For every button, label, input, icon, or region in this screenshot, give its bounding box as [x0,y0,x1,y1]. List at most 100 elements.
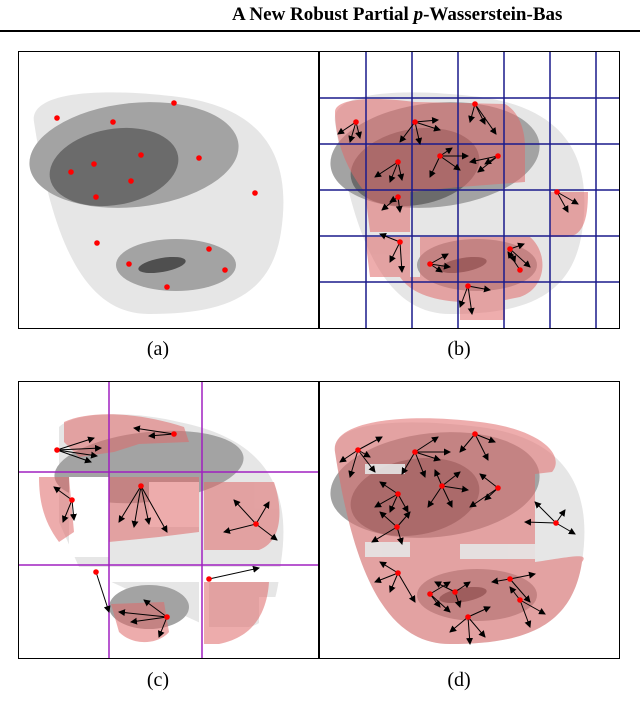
transport-arrow [458,285,469,308]
transport-arrow [509,578,531,603]
occluded-blocks [365,464,550,559]
transport-arrow [339,449,359,463]
transport-arrow [429,155,441,178]
panel-d [319,381,620,659]
transport-arrow [519,599,546,615]
sample-point [395,159,401,165]
transport-arrow [414,121,441,132]
transport-arrow [524,518,557,526]
transport-arrow [441,485,453,508]
transport-arrow [379,481,399,495]
sample-point [517,597,523,603]
transport-arrow [118,609,168,618]
sample-point [465,283,471,289]
sample-point [517,267,523,273]
sample-point [507,576,513,582]
transport-overlay [39,414,280,644]
transport-arrow [477,155,499,173]
transport-arrow [414,451,441,462]
transport-arrow [348,449,359,478]
transport-arrow [389,241,401,263]
sample-point [495,153,501,159]
sample-point [206,576,212,582]
transport-arrow [509,571,536,580]
transport-arrow [223,523,257,534]
transport-arrow [255,523,278,541]
transport-arrow [519,599,532,628]
transport-arrow [131,485,142,528]
transport-arrow [157,616,168,638]
transport-arrow [414,121,423,145]
transport-arrow [130,616,168,625]
sample-points [353,101,560,289]
transport-arrow [534,501,557,524]
transport-arrows [53,425,278,638]
transport-arrow [140,485,152,525]
transport-arrow [374,161,399,178]
transport-arrow [399,121,416,143]
caption-d: (d) [447,669,471,691]
sample-point [437,153,443,159]
transport-arrow [474,103,497,135]
running-head-p: p [413,4,424,25]
transport-arrow [398,241,406,273]
transport-arrow [414,436,439,453]
transport-arrow [474,433,496,444]
transport-arrow [143,599,168,618]
sample-point [252,190,258,196]
panel-a [18,51,319,329]
sample-point [164,614,170,620]
transport-arrow [467,285,491,293]
sample-point [68,169,74,175]
transport-arrow [379,232,401,243]
sample-point [138,483,144,489]
sample-point [395,194,401,200]
sample-point [54,447,60,453]
transport-arrow [469,155,499,165]
transport-arrow [374,493,399,508]
transport-arrow [208,565,260,580]
transport-arrow [397,161,405,181]
sample-points [54,100,258,290]
sample-point [395,570,401,576]
sample-point [465,614,471,620]
transport-arrow [474,103,486,125]
transport-arrow [414,117,439,125]
transport-arrow [337,121,357,135]
sample-point [94,240,100,246]
transport-arrow [389,572,399,593]
transport-arrow [233,499,257,525]
sample-point [206,246,212,252]
transport-arrow [467,616,486,638]
transport-arrow [62,499,73,523]
sample-point [355,447,361,453]
transport-arrow [374,572,399,584]
sample-point [69,497,75,503]
sample-point [128,178,134,184]
transport-arrow [491,577,511,585]
transport-arrow [348,121,357,143]
sample-point [164,284,170,290]
transport-arrow [371,526,398,543]
transport-arrow [396,526,404,545]
sample-point [138,152,144,158]
sample-point [93,194,99,200]
transport-arrow [397,572,416,603]
grid-lines [19,382,318,658]
transport-arrow [379,561,399,574]
panel-a-figure [29,92,284,314]
transport-arrow [401,451,416,475]
sample-points [54,431,259,620]
transport-arrow [459,433,476,453]
sample-point [93,569,99,575]
header-rule [0,30,640,32]
transport-arrow [439,155,461,171]
sample-point [395,491,401,497]
grid-lines [320,52,619,328]
transport-arrow [441,471,461,487]
sample-point [397,239,403,245]
sample-point [171,100,177,106]
transport-arrow [56,436,95,451]
sample-point [126,261,132,267]
transport-arrow [507,251,521,271]
